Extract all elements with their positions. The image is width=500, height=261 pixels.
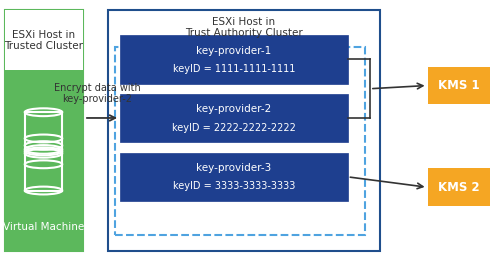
Text: ESXi Host in
Trust Authority Cluster: ESXi Host in Trust Authority Cluster xyxy=(185,17,303,38)
FancyBboxPatch shape xyxy=(120,94,348,142)
Text: Encrypt data with
key-provider-2: Encrypt data with key-provider-2 xyxy=(54,83,141,104)
Text: KMS 1: KMS 1 xyxy=(438,79,480,92)
Text: KMS 2: KMS 2 xyxy=(438,181,480,194)
FancyBboxPatch shape xyxy=(120,35,348,84)
Text: key-provider-3: key-provider-3 xyxy=(196,163,272,173)
Text: keyID = 1111-1111-1111: keyID = 1111-1111-1111 xyxy=(172,64,295,74)
FancyBboxPatch shape xyxy=(5,70,82,251)
FancyBboxPatch shape xyxy=(428,67,490,104)
FancyBboxPatch shape xyxy=(108,10,380,251)
Text: key-provider-2: key-provider-2 xyxy=(196,104,272,114)
FancyBboxPatch shape xyxy=(120,153,348,201)
Text: keyID = 3333-3333-3333: keyID = 3333-3333-3333 xyxy=(172,181,295,192)
FancyBboxPatch shape xyxy=(5,10,82,70)
Text: Virtual Machine: Virtual Machine xyxy=(3,222,84,232)
Text: keyID = 2222-2222-2222: keyID = 2222-2222-2222 xyxy=(172,123,296,133)
Text: key-provider-1: key-provider-1 xyxy=(196,46,272,56)
FancyBboxPatch shape xyxy=(428,168,490,206)
Text: ESXi Host in
Trusted Cluster: ESXi Host in Trusted Cluster xyxy=(4,30,83,51)
